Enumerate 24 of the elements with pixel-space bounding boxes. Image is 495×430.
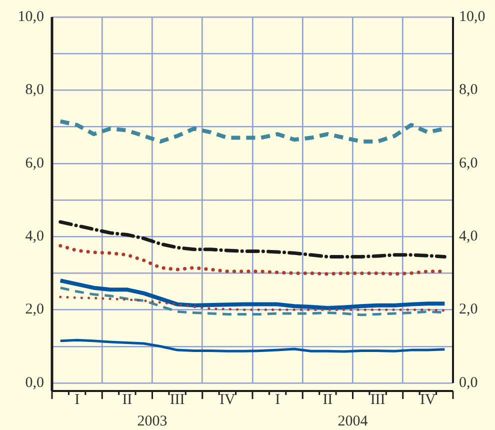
x-tick-label: I (275, 392, 280, 408)
text: 2004 (338, 413, 368, 430)
y2-tick-label: 2,0 (459, 302, 478, 318)
y2-tick-label: 0,0 (459, 374, 478, 391)
x-tick-label: IV (420, 392, 436, 408)
y2-tick-label: 6,0 (459, 155, 478, 172)
x-tick-label: III (370, 392, 386, 408)
y-tick-label: 6,0 (25, 155, 44, 172)
x-tick-label: II (322, 392, 333, 408)
y-tick-label: 8,0 (25, 82, 44, 98)
x-tick-label: III (170, 392, 185, 408)
x-tick-label: I (74, 392, 80, 408)
y2-tick-label: 10,0 (459, 8, 486, 25)
y-tick-label: 10,0 (18, 8, 44, 25)
y2-tick-label: 4,0 (459, 228, 478, 245)
y-tick-label: 0,0 (25, 374, 44, 391)
y-tick-label: 4,0 (25, 228, 44, 245)
line-series (59, 296, 446, 312)
line-series (58, 220, 446, 258)
y-tick-label: 2,0 (25, 302, 44, 318)
text: 2003 (137, 413, 168, 430)
y2-tick-label: 8,0 (459, 82, 478, 98)
x-tick-label: IV (220, 392, 236, 408)
x-tick-label: II (122, 392, 132, 408)
